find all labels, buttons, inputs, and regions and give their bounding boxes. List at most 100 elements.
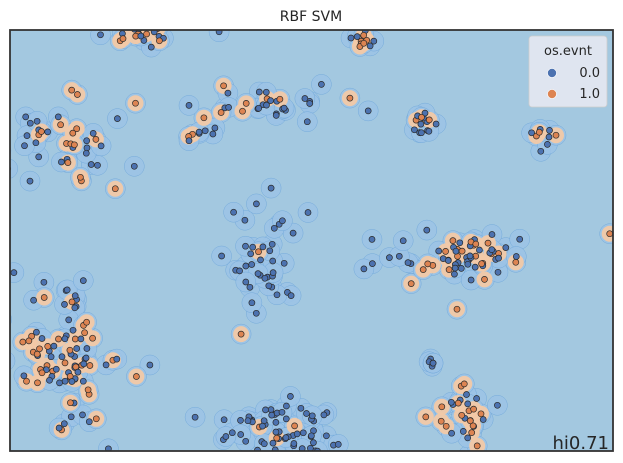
point-class-0: [255, 88, 263, 96]
point-class-1: [469, 422, 477, 430]
point-class-0: [494, 268, 502, 276]
point-class-0: [58, 158, 65, 166]
point-class-0: [120, 22, 126, 28]
point-class-0: [272, 419, 280, 426]
point-class-1: [0, 148, 4, 154]
point-class-0: [423, 226, 431, 234]
point-class-0: [303, 118, 311, 126]
point-class-1: [143, 30, 150, 38]
point-class-0: [278, 408, 286, 416]
point-class-0: [273, 291, 281, 299]
point-class-0: [282, 415, 290, 423]
point-class-1: [38, 128, 45, 135]
point-class-0: [185, 102, 193, 109]
point-class-1: [458, 247, 466, 255]
point-class-0: [279, 217, 286, 225]
point-class-0: [252, 309, 260, 317]
point-class-1: [86, 362, 94, 369]
point-class-0: [44, 128, 52, 136]
point-class-0: [73, 345, 81, 352]
point-class-0: [425, 127, 433, 135]
point-class-1: [217, 109, 225, 116]
point-class-0: [58, 353, 66, 361]
region-halo: [161, 30, 164, 31]
point-class-1: [34, 379, 41, 387]
point-class-0: [79, 411, 86, 419]
point-class-0: [364, 107, 372, 115]
point-class-0: [298, 451, 304, 457]
point-class-0: [83, 345, 91, 352]
point-class-0: [444, 257, 452, 264]
point-class-0: [259, 422, 266, 430]
point-class-1: [77, 173, 84, 181]
point-class-0: [370, 37, 378, 45]
point-class-1: [360, 39, 368, 47]
region-halo: [0, 102, 9, 122]
point-class-0: [23, 132, 31, 139]
point-class-1: [40, 294, 48, 301]
point-class-0: [89, 130, 97, 137]
point-class-1: [92, 415, 100, 423]
point-class-1: [0, 317, 5, 323]
point-class-0: [488, 246, 496, 253]
point-class-0: [22, 113, 30, 121]
point-class-0: [114, 115, 121, 122]
point-class-0: [97, 31, 104, 39]
point-class-0: [451, 270, 458, 278]
point-class-1: [84, 386, 92, 394]
point-class-1: [92, 136, 100, 143]
point-class-1: [132, 99, 139, 107]
point-class-0: [55, 424, 63, 432]
point-class-1: [437, 417, 445, 425]
point-class-0: [26, 119, 34, 127]
region-positive: [361, 14, 377, 30]
point-class-0: [80, 360, 88, 368]
point-class-0: [246, 283, 254, 291]
point-class-0: [304, 209, 312, 216]
point-class-0: [241, 216, 249, 224]
point-class-0: [61, 335, 69, 343]
point-class-0: [417, 120, 425, 128]
point-class-0: [21, 142, 28, 150]
point-class-0: [83, 137, 91, 145]
point-class-0: [60, 420, 68, 428]
point-class-1: [407, 280, 415, 287]
point-class-1: [512, 258, 520, 266]
point-class-1: [454, 399, 462, 407]
legend-title: os.evnt: [544, 44, 592, 59]
point-class-1: [33, 350, 41, 358]
point-class-0: [289, 229, 297, 237]
legend-label-0: 0.0: [579, 66, 600, 81]
point-class-0: [222, 433, 230, 440]
point-class-0: [269, 439, 277, 447]
point-class-0: [464, 434, 472, 442]
point-class-1: [418, 113, 425, 121]
point-class-0: [270, 224, 278, 232]
point-class-0: [272, 112, 280, 119]
point-class-0: [544, 141, 551, 148]
point-class-0: [69, 326, 77, 334]
point-class-1: [55, 335, 62, 343]
point-class-0: [479, 416, 487, 423]
point-class-0: [77, 335, 85, 343]
point-class-0: [267, 97, 274, 104]
point-class-1: [242, 100, 250, 107]
point-class-1: [19, 338, 27, 346]
point-class-0: [395, 252, 403, 260]
point-class-1: [74, 91, 81, 98]
point-class-1: [38, 369, 46, 377]
point-class-0: [71, 304, 79, 312]
region-halo: [363, 30, 375, 32]
point-class-0: [262, 88, 270, 96]
point-class-0: [452, 247, 460, 255]
region-positive: [0, 143, 9, 159]
point-class-1: [425, 116, 433, 124]
point-class-0: [146, 361, 154, 369]
point-class-1: [424, 260, 432, 268]
point-class-0: [268, 411, 276, 419]
point-class-0: [195, 128, 203, 136]
point-class-0: [26, 177, 34, 185]
point-class-0: [228, 429, 236, 437]
point-class-0: [253, 200, 260, 208]
point-class-0: [46, 376, 53, 384]
